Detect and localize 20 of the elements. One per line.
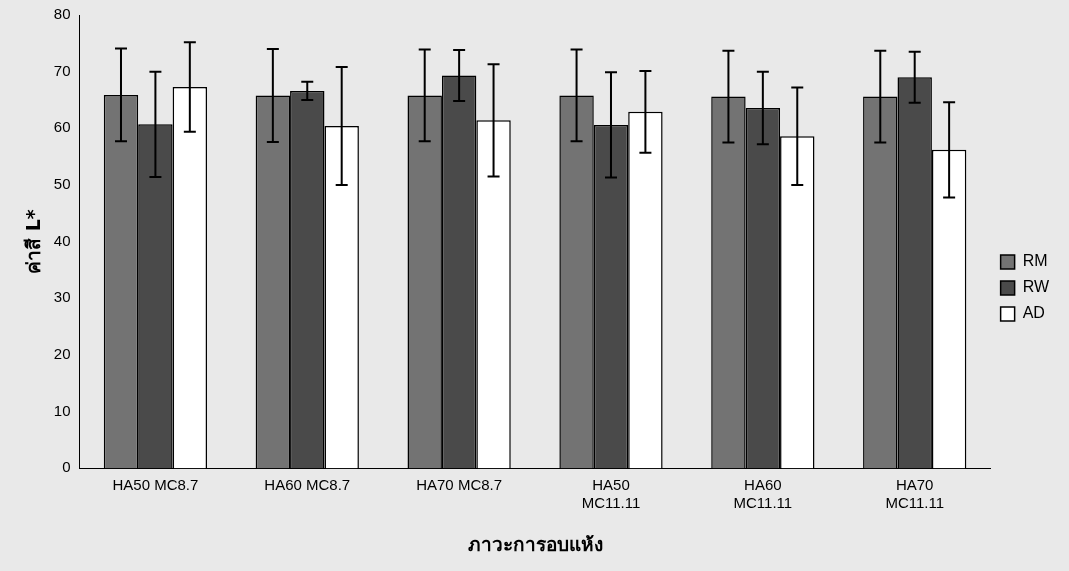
x-tick-label: HA70 MC8.7 [416, 476, 503, 494]
y-tick-label: 80 [53, 5, 71, 23]
y-tick-label: 20 [53, 345, 71, 363]
x-axis-title: ภาวะการอบแห้ง [467, 532, 603, 555]
y-tick-label: 50 [53, 175, 71, 193]
x-tick-label: HA50 MC11.11 [581, 476, 641, 512]
y-tick-label: 70 [53, 61, 71, 79]
x-tick-label: HA70 MC11.11 [885, 476, 945, 512]
y-axis-title: ค่าสี L* [22, 209, 45, 274]
x-tick-label: HA60 MC11.11 [733, 476, 793, 512]
legend-label: RW [1022, 278, 1050, 296]
y-tick-label: 10 [53, 401, 71, 419]
y-tick-label: 40 [53, 231, 71, 249]
y-tick-label: 0 [62, 458, 71, 476]
y-tick-label: 60 [53, 118, 71, 136]
x-tick-label: HA50 MC8.7 [112, 476, 199, 494]
legend-label: RM [1022, 252, 1048, 270]
legend-label: AD [1022, 304, 1045, 322]
y-tick-label: 30 [53, 288, 71, 306]
x-tick-label: HA60 MC8.7 [264, 476, 351, 494]
